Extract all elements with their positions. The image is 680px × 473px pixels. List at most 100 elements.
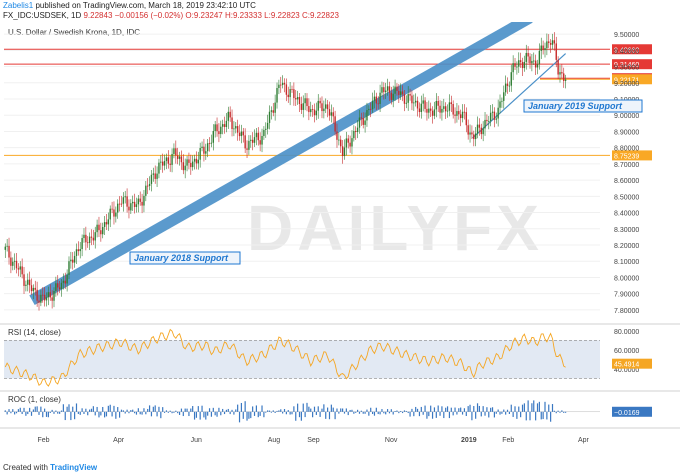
candle-body [300,103,303,110]
roc-bar [538,401,540,412]
candle-body [283,82,286,85]
candle-body [394,86,396,94]
roc-bar [439,411,441,416]
candle-body [544,48,546,51]
candle-body [32,287,35,292]
roc-bar [283,409,286,412]
roc-bar [212,407,214,412]
candle-body [246,148,248,150]
candle-body [353,130,355,139]
candle-body [62,280,65,283]
roc-bar [51,409,53,412]
roc-bar [109,404,111,412]
candle-body [214,124,216,131]
roc-bar [505,411,507,415]
candle-body [317,100,319,111]
candle-body [231,117,233,130]
candle-body [21,266,23,275]
roc-bar [377,411,379,415]
price-tick-label: 8.80000 [614,146,639,153]
chart-area[interactable]: DAILYFX U.S. Dollar / Swedish Krona, 1D,… [0,22,680,460]
candle-body [111,208,113,210]
roc-bar [550,411,552,422]
candle-body [45,297,48,301]
roc-bar [386,409,389,412]
roc-bar [510,404,512,412]
candle-body [281,82,284,85]
roc-bar [285,411,287,415]
roc-bar [306,402,308,412]
open-value: O:9.23247 [185,11,223,20]
candle-body [478,124,481,128]
roc-bar [298,411,301,418]
roc-bar [478,405,481,412]
candle-body [40,294,42,303]
candle-body [197,159,200,164]
candle-body [6,245,8,247]
candle-body [437,100,439,106]
candle-body [94,232,96,241]
candle-body [341,146,344,157]
candle-body [508,85,511,87]
candle-body [456,111,458,116]
candle-body [221,124,224,127]
roc-bar [366,409,368,412]
roc-bar [450,407,452,412]
annotation-label: January 2019 Support [528,101,623,111]
candle-body [409,94,411,96]
roc-bar [332,407,334,412]
roc-bar [456,411,458,415]
roc-bar [188,411,190,417]
level-label: 9.22171 [614,77,639,84]
roc-bar [405,410,407,412]
roc-bar [66,406,68,412]
candle-body [139,198,141,202]
candle-body [92,237,95,241]
tradingview-link[interactable]: TradingView [50,463,98,472]
rsi-tick-label: 40.0000 [614,367,639,374]
candle-body [79,249,81,252]
candle-body [118,203,121,205]
roc-bar [345,408,347,412]
candle-body [345,138,348,148]
candle-body [229,111,231,118]
level-tag [612,150,652,161]
roc-bar [565,411,567,413]
candle-body [158,162,160,174]
roc-bar [503,409,505,412]
roc-bar [469,404,471,412]
roc-bar [137,408,139,412]
author-name[interactable]: Zabelis1 [3,1,34,10]
candle-body [285,84,288,95]
roc-bar [308,406,310,412]
roc-bar [349,409,351,412]
price-tick-label: 9.30000 [614,65,639,72]
candle-body [15,260,18,269]
candle-body [274,102,276,113]
roc-bar [190,408,192,412]
roc-bar [315,411,317,415]
roc-bar [411,408,413,412]
roc-bar [175,410,177,412]
candle-body [103,222,106,228]
roc-bar [551,404,554,412]
candle-body [534,60,537,68]
candle-body [512,63,514,73]
roc-bar [201,405,203,412]
roc-bar [238,411,241,423]
roc-bar [126,409,128,412]
candle-body [270,110,273,112]
roc-bar [490,407,492,412]
candle-body [351,138,353,147]
candle-body [122,197,125,204]
candle-body [561,72,563,74]
roc-bar [220,411,222,416]
roc-bar [454,407,456,412]
roc-bar [289,411,291,415]
candle-body [51,297,53,301]
candle-body [343,147,346,157]
roc-bar [75,403,78,412]
candle-body [557,59,559,75]
candle-body [370,108,372,110]
